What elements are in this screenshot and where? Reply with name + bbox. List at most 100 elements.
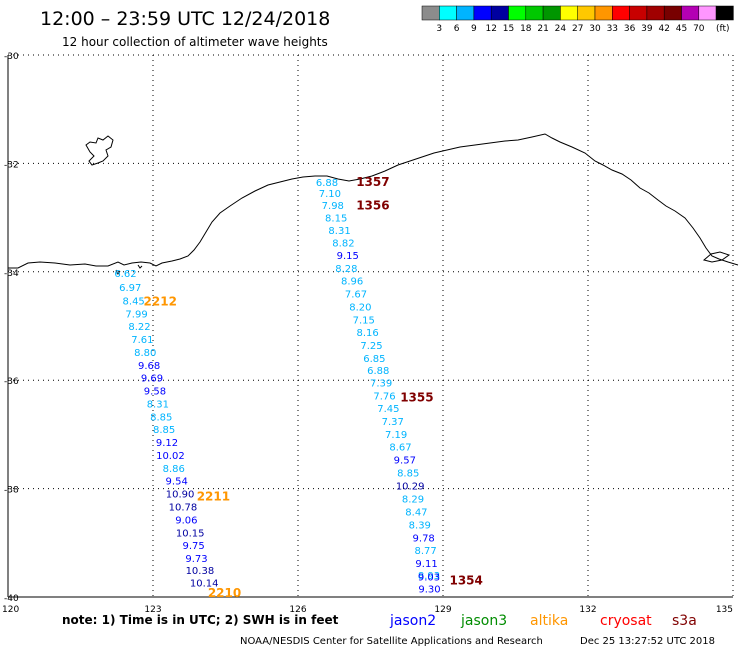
wave-height-value: 8.28	[335, 264, 357, 275]
color-scale-tick-label: 21	[537, 24, 548, 34]
coastline	[8, 133, 739, 275]
map-subtitle: 12 hour collection of altimeter wave hei…	[62, 35, 328, 49]
color-scale-swatch	[577, 5, 596, 21]
credit-text: NOAA/NESDIS Center for Satellite Applica…	[240, 636, 543, 647]
color-scale-tick-label: 24	[555, 24, 567, 34]
legend-entry-jason2: jason2	[389, 613, 436, 629]
wave-height-value: 7.67	[345, 289, 367, 300]
color-scale-tick-label: 27	[572, 24, 583, 34]
wave-height-value: 6.97	[119, 283, 141, 294]
color-scale-swatch	[560, 5, 578, 21]
color-scale-swatch	[421, 5, 440, 21]
wave-height-value: 7.25	[360, 341, 382, 352]
wave-height-value: 8.85	[397, 469, 419, 480]
wave-height-value: 6.88	[367, 366, 389, 377]
color-scale-labels: 3 6 9 12 15 18 21 24 27 30 33 36 39 42 45 70	[436, 24, 704, 34]
color-scale-swatch	[629, 5, 648, 21]
pass-time-label: 1355	[400, 390, 433, 404]
pass-time-label: 2211	[197, 490, 230, 504]
legend-entry-altika: altika	[530, 613, 568, 629]
color-scale-swatch	[490, 5, 509, 21]
wave-height-value: 7.15	[353, 315, 375, 326]
legend-entry-cryosat: cryosat	[600, 613, 652, 629]
color-scale-tick-label: 18	[520, 24, 532, 34]
color-scale-tick-label: 15	[503, 24, 514, 34]
wave-height-value: 8.47	[405, 508, 427, 519]
legend-entry-s3a: s3a	[672, 613, 697, 629]
color-scale-unit: (ft)	[716, 24, 730, 34]
wave-height-value: 10.02	[156, 451, 185, 462]
wave-height-value: 8.93	[418, 571, 440, 582]
wave-height-value: 10.14	[190, 579, 219, 590]
wave-height-value: 9.54	[166, 476, 188, 487]
color-scale-swatch	[698, 5, 717, 21]
recherche-islands	[115, 264, 143, 275]
wave-height-value: 8.77	[414, 546, 436, 557]
pass-time-label: 1354	[449, 574, 482, 588]
wave-height-value: 8.86	[163, 464, 185, 475]
wave-height-value: 9.03	[418, 573, 440, 584]
wave-height-value: 9.58	[144, 386, 166, 397]
wave-height-value: 8.67	[389, 443, 411, 454]
wave-height-value: 9.68	[138, 361, 160, 372]
pass-time-labels: 1357 1356 1355 1354 2212 2211 2210	[144, 175, 483, 600]
color-scale-tick-label: 12	[485, 24, 496, 34]
color-scale-swatch	[594, 5, 613, 21]
wave-height-value: 9.78	[413, 534, 435, 545]
map-title: 12:00 – 23:59 UTC 12/24/2018	[40, 8, 330, 30]
wave-height-value: 8.29	[402, 495, 424, 506]
longitude-tick-label: 126	[289, 605, 306, 615]
wave-height-value: 8.31	[328, 226, 350, 237]
wave-height-observations: 6.62 6.97 8.45 7.99 8.22 7.61 8.80 9.689.69 9.58…	[114, 178, 440, 596]
wave-height-value: 9.15	[337, 251, 359, 262]
color-scale-tick-label: 6	[454, 24, 460, 34]
timestamp-text: Dec 25 13:27:52 UTC 2018	[580, 636, 715, 647]
color-scale-swatch	[681, 5, 700, 21]
wave-height-value: 9.30	[418, 585, 440, 596]
wave-height-value: 8.85	[153, 425, 175, 436]
color-scale-swatch	[439, 5, 457, 21]
color-scale-swatch	[646, 5, 665, 21]
color-scale-tick-label: 3	[436, 24, 442, 34]
wave-height-value: 8.39	[409, 521, 431, 532]
wave-height-value: 7.19	[385, 430, 407, 441]
wave-height-value: 7.10	[319, 189, 341, 200]
wave-height-value: 10.78	[169, 502, 198, 513]
wave-height-value: 9.11	[415, 559, 437, 570]
wave-height-value: 7.76	[373, 392, 395, 403]
wave-height-value: 7.61	[131, 335, 153, 346]
legend-entry-jason3: jason3	[460, 613, 507, 629]
wave-height-value: 6.85	[363, 354, 385, 365]
coastline-mainland	[8, 133, 739, 269]
longitude-tick-label: 132	[579, 605, 596, 615]
island-outline	[85, 135, 114, 166]
wave-height-value: 7.98	[322, 201, 344, 212]
axis-tick-labels: 120 123 126 129 132 135 -30 -32 -34 -36 -38 -40	[2, 52, 733, 615]
wave-height-value: 10.90	[166, 489, 195, 500]
longitude-tick-label: 135	[716, 605, 733, 615]
color-scale-tick-label: 39	[641, 24, 653, 34]
color-scale-tick-label: 45	[676, 24, 687, 34]
wave-height-value: 8.16	[356, 328, 378, 339]
color-scale-swatch	[715, 5, 734, 21]
pass-time-label: 1356	[356, 198, 389, 212]
color-scale-swatch	[508, 5, 527, 21]
color-scale-tick-label: 70	[693, 24, 705, 34]
wave-height-value: 9.75	[182, 541, 204, 552]
longitude-tick-label: 129	[434, 605, 451, 615]
latitude-tick-label: -36	[4, 377, 19, 387]
color-scale-tick-label: 36	[624, 24, 636, 34]
color-scale-swatch	[456, 5, 475, 21]
longitude-tick-label: 120	[2, 605, 19, 615]
pass-time-label: 2212	[144, 294, 177, 308]
color-scale-swatch	[663, 5, 682, 21]
pass-time-label: 2210	[208, 586, 241, 600]
color-scale-swatch	[525, 5, 544, 21]
wave-height-value: 9.73	[185, 554, 207, 565]
wave-height-value: 9.06	[175, 515, 197, 526]
color-scale-swatch	[612, 5, 630, 21]
wave-height-value: 8.96	[341, 276, 363, 287]
wave-height-value: 7.37	[382, 417, 404, 428]
